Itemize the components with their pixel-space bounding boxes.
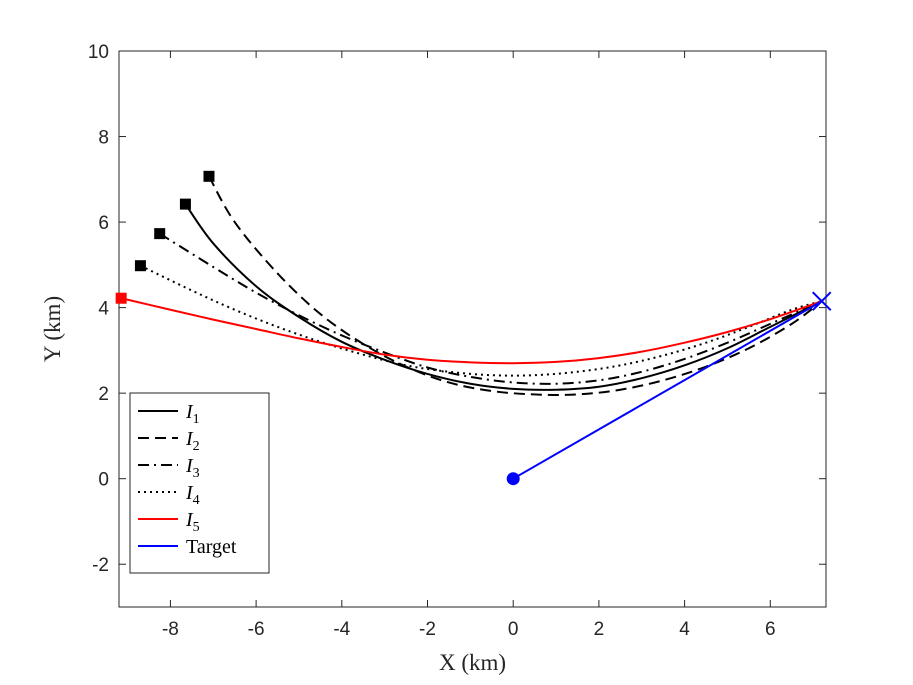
series-line-target — [512, 300, 823, 480]
y-axis-label: Y (km) — [40, 296, 65, 362]
series-lines — [120, 175, 823, 480]
x-tick-label: 4 — [679, 619, 690, 640]
y-tick-label: 2 — [98, 384, 109, 405]
series-line-i2 — [208, 175, 823, 396]
x-tick-label: -6 — [248, 619, 265, 640]
series-line-i5 — [120, 297, 823, 365]
y-tick-label: 4 — [98, 299, 109, 320]
start-marker-target — [506, 472, 520, 486]
y-tick-label: 10 — [88, 42, 109, 63]
legend-label-target: Target — [186, 536, 237, 558]
y-tick-label: 6 — [98, 213, 109, 234]
start-marker-i3 — [154, 228, 166, 240]
legend-label-i3: I3 — [185, 455, 200, 481]
x-tick-label: -2 — [419, 619, 436, 640]
start-marker-i5 — [115, 292, 127, 304]
legend-label-i2: I2 — [185, 428, 200, 454]
y-tick-label: 0 — [98, 470, 109, 491]
end-marker-target — [812, 291, 832, 311]
tick-labels: -8 -6 -4 -2 0 2 4 6 -2 0 2 4 6 8 10 — [88, 42, 776, 640]
end-marker-stroke — [812, 291, 832, 311]
legend-label-i1: I1 — [185, 401, 200, 427]
x-tick-label: 0 — [508, 619, 519, 640]
x-tick-label: 6 — [765, 619, 776, 640]
y-tick-label: -2 — [92, 555, 109, 576]
x-axis-label: X (km) — [439, 650, 506, 675]
x-tick-label: -4 — [333, 619, 350, 640]
x-tick-label: -8 — [162, 619, 179, 640]
start-marker-i4 — [134, 260, 146, 272]
series-line-i3 — [159, 232, 823, 385]
series-markers — [115, 170, 832, 486]
y-tick-label: 8 — [98, 128, 109, 149]
start-marker-i2 — [203, 170, 215, 182]
start-marker-i1 — [179, 198, 191, 210]
series-line-i1 — [184, 203, 823, 391]
legend-label-i4: I4 — [185, 482, 200, 508]
legend-label-i5: I5 — [185, 509, 200, 535]
legend-box — [129, 392, 270, 574]
x-tick-label: 2 — [594, 619, 605, 640]
